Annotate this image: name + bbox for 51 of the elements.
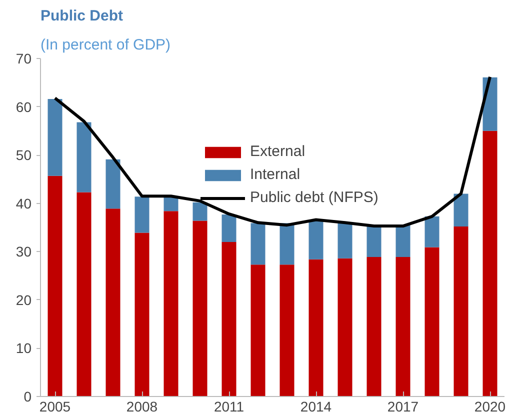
chart-subtitle: (In percent of GDP) [40, 36, 171, 54]
y-tick-label: 60 [16, 98, 32, 115]
bar [250, 223, 266, 265]
y-tick-label: 50 [16, 147, 32, 164]
line-series [54, 75, 492, 228]
bar [308, 220, 324, 260]
bar [48, 176, 62, 396]
bar [338, 223, 352, 258]
bar [280, 264, 294, 396]
bar [76, 192, 92, 396]
x-tick-label: 2005 [39, 398, 71, 414]
bar [366, 225, 382, 257]
x-tick-label: 2011 [214, 398, 244, 414]
bar [134, 196, 150, 233]
bar [424, 216, 440, 248]
bar [308, 259, 324, 396]
x-tick-label: 2017 [387, 398, 419, 414]
bar [366, 256, 382, 396]
y-tick-label: 10 [16, 340, 32, 356]
legend-label: Public debt (NFPS) [250, 189, 378, 206]
bar [454, 194, 468, 227]
bar [164, 211, 178, 396]
bar [338, 258, 352, 396]
bar [280, 223, 294, 265]
bar [164, 196, 178, 212]
legend-label: Internal [250, 166, 300, 183]
bar [222, 214, 236, 242]
y-tick-label: 70 [16, 50, 32, 66]
bar [424, 247, 440, 396]
y-tick-label: 0 [24, 388, 32, 404]
bar [134, 232, 150, 396]
bar [106, 208, 120, 396]
y-tick-label: 30 [16, 244, 32, 260]
bar [454, 226, 468, 396]
bar [482, 130, 498, 396]
x-tick-label: 2008 [126, 398, 158, 414]
bar [396, 225, 410, 257]
x-tick-label: 2014 [300, 398, 332, 414]
y-tick-label: 40 [16, 195, 32, 212]
bar [192, 202, 208, 221]
x-tick-label: 2020 [474, 398, 506, 414]
chart-title: Public Debt [40, 8, 124, 24]
bar [396, 256, 410, 396]
bar [222, 242, 236, 396]
legend-label: External [250, 143, 306, 160]
bar [76, 122, 92, 192]
y-tick-label: 20 [16, 292, 32, 308]
bar [48, 99, 62, 176]
bar [250, 264, 266, 396]
bar [192, 220, 208, 396]
bar [106, 159, 120, 209]
